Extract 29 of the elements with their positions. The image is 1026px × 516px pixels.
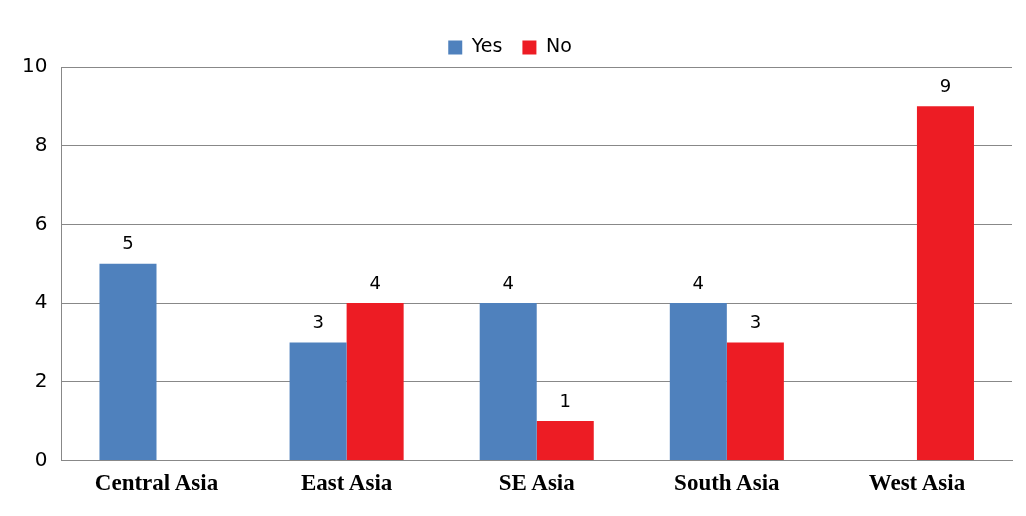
y-tick-label: 6 <box>34 210 48 235</box>
x-tick-label: East Asia <box>300 470 393 496</box>
data-label: 1 <box>559 389 571 411</box>
y-tick-label: 4 <box>34 289 48 314</box>
y-tick-label: 0 <box>34 446 48 471</box>
bar <box>916 106 974 460</box>
legend-label: Yes <box>470 34 503 57</box>
bar <box>346 303 404 460</box>
y-tick-label: 2 <box>34 367 48 392</box>
bar <box>536 421 594 460</box>
data-label: 4 <box>692 271 705 293</box>
data-label: 9 <box>939 75 952 97</box>
data-label: 5 <box>122 232 134 254</box>
y-tick-label: 8 <box>34 131 48 156</box>
data-label: 4 <box>369 271 381 293</box>
legend-label: No <box>545 34 572 57</box>
x-tick-label: West Asia <box>868 470 966 496</box>
y-tick-label: 10 <box>22 53 48 78</box>
data-label: 4 <box>502 271 514 293</box>
x-tick-label: South Asia <box>674 470 781 496</box>
data-label: 3 <box>312 311 324 333</box>
x-tick-label: Central Asia <box>94 470 219 496</box>
bar <box>479 303 537 460</box>
bar <box>99 263 157 460</box>
bar <box>726 342 784 460</box>
bar <box>669 303 727 460</box>
x-tick-label: SE Asia <box>498 470 576 496</box>
bar <box>289 342 347 460</box>
data-label: 3 <box>749 311 762 333</box>
